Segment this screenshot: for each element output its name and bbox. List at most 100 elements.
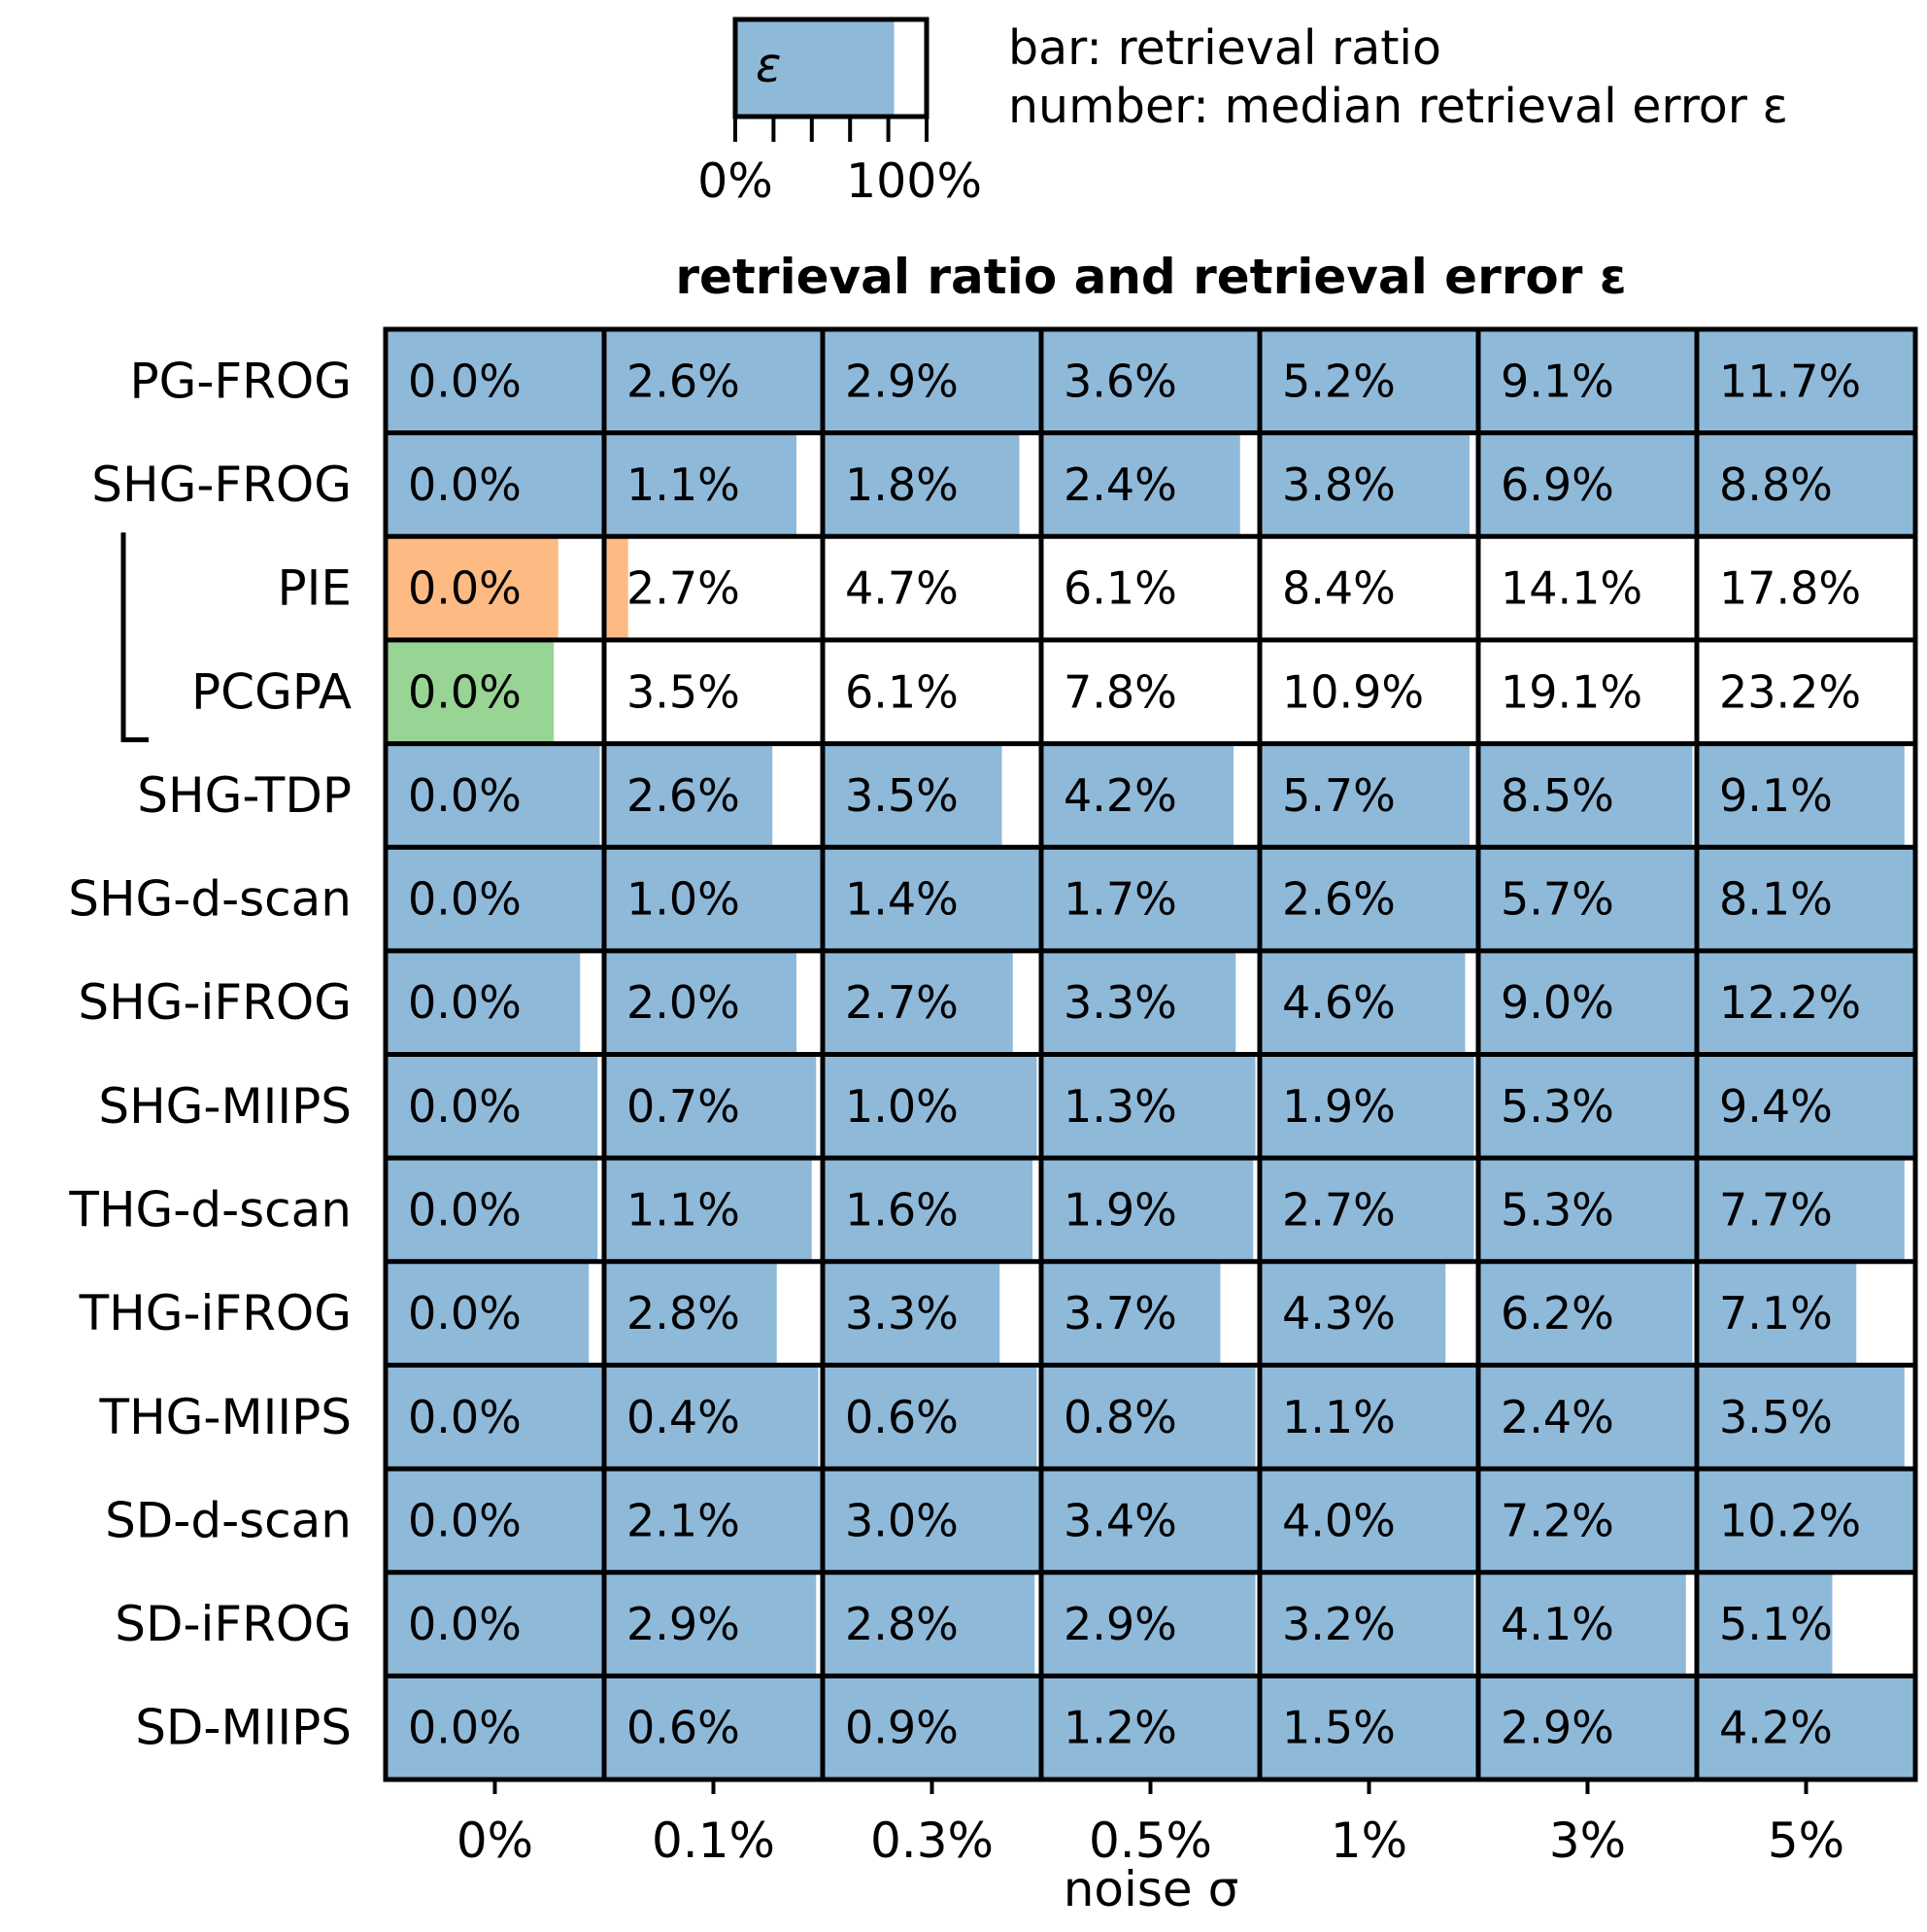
error-value: 5.7% bbox=[1282, 769, 1396, 822]
error-value: 7.2% bbox=[1501, 1494, 1614, 1546]
ratio-bar bbox=[1697, 1676, 1915, 1779]
error-value: 8.5% bbox=[1501, 769, 1614, 822]
error-value: 10.2% bbox=[1719, 1494, 1861, 1546]
ratio-bar bbox=[1478, 1572, 1686, 1677]
ratio-bar bbox=[823, 743, 1002, 848]
ratio-bar bbox=[1260, 329, 1478, 433]
ratio-bar bbox=[604, 536, 628, 640]
error-value: 1.8% bbox=[845, 458, 959, 511]
ratio-bar bbox=[823, 1261, 1000, 1366]
ratio-bar bbox=[1697, 432, 1915, 537]
error-value: 0.7% bbox=[626, 1080, 740, 1133]
ratio-bar bbox=[1478, 329, 1697, 433]
ratio-bar bbox=[386, 743, 600, 848]
ratio-bar bbox=[1697, 1572, 1833, 1677]
error-value: 1.1% bbox=[626, 1183, 740, 1236]
ratio-bar bbox=[823, 1572, 1035, 1677]
ratio-bar bbox=[386, 329, 604, 433]
ratio-bar bbox=[386, 1676, 604, 1779]
error-value: 8.8% bbox=[1719, 458, 1833, 511]
error-value: 3.4% bbox=[1064, 1494, 1177, 1546]
error-value: 2.9% bbox=[626, 1598, 740, 1650]
error-value: 0.0% bbox=[408, 1183, 522, 1236]
ratio-bar bbox=[1260, 1365, 1476, 1470]
error-value: 4.1% bbox=[1501, 1598, 1614, 1650]
error-value: 4.2% bbox=[1719, 1702, 1833, 1754]
error-value: 5.1% bbox=[1719, 1598, 1833, 1650]
error-value: 9.0% bbox=[1501, 976, 1614, 1029]
ratio-bar bbox=[1041, 1469, 1260, 1573]
ratio-bar bbox=[1478, 950, 1697, 1055]
ratio-bar bbox=[1697, 743, 1905, 848]
error-value: 3.5% bbox=[1719, 1391, 1833, 1443]
ratio-bar bbox=[1478, 1365, 1695, 1470]
error-value: 0.0% bbox=[408, 355, 522, 407]
ratio-bar bbox=[1697, 950, 1915, 1055]
error-value: 2.0% bbox=[626, 976, 740, 1029]
legend-bar bbox=[735, 19, 895, 117]
error-value: 7.8% bbox=[1064, 665, 1177, 718]
ratio-bar bbox=[1260, 1572, 1474, 1677]
error-value: 1.9% bbox=[1064, 1183, 1177, 1236]
error-value: 7.1% bbox=[1719, 1287, 1833, 1339]
legend-epsilon-symbol: ε bbox=[756, 38, 782, 93]
ratio-bar bbox=[1041, 743, 1234, 848]
error-value: 6.1% bbox=[845, 665, 959, 718]
ratio-bar bbox=[604, 847, 823, 951]
ratio-bar bbox=[823, 1676, 1039, 1779]
ratio-bar bbox=[823, 1469, 1041, 1573]
ratio-bar bbox=[604, 1572, 817, 1677]
error-value: 2.6% bbox=[626, 355, 740, 407]
ratio-bar bbox=[1478, 1261, 1693, 1366]
ratio-bar bbox=[386, 950, 581, 1055]
error-value: 0.0% bbox=[408, 1080, 522, 1133]
row-label: SHG-TDP bbox=[137, 767, 352, 824]
error-value: 0.8% bbox=[1064, 1391, 1177, 1443]
error-value: 0.0% bbox=[408, 1598, 522, 1650]
error-value: 0.0% bbox=[408, 1494, 522, 1546]
error-value: 0.0% bbox=[408, 1702, 522, 1754]
ratio-bar bbox=[1260, 1261, 1446, 1366]
ratio-bar bbox=[386, 639, 555, 744]
error-value: 2.1% bbox=[626, 1494, 740, 1546]
error-value: 2.6% bbox=[1282, 873, 1396, 926]
x-tick-label: 0.1% bbox=[652, 1813, 775, 1869]
error-value: 4.2% bbox=[1064, 769, 1177, 822]
error-value: 3.8% bbox=[1282, 458, 1396, 511]
ratio-bar bbox=[1697, 1158, 1905, 1262]
ratio-bar bbox=[604, 1054, 817, 1159]
error-value: 14.1% bbox=[1501, 562, 1642, 615]
error-value: 2.7% bbox=[626, 562, 740, 615]
row-label: THG-iFROG bbox=[79, 1285, 352, 1341]
error-value: 0.0% bbox=[408, 976, 522, 1029]
ratio-bar bbox=[1041, 1572, 1256, 1677]
error-value: 5.3% bbox=[1501, 1080, 1614, 1133]
ratio-bar bbox=[1041, 1676, 1260, 1779]
row-label: THG-MIIPS bbox=[99, 1389, 352, 1445]
ratio-bar bbox=[604, 743, 773, 848]
chart-title: retrieval ratio and retrieval error ε bbox=[675, 249, 1626, 305]
error-value: 0.4% bbox=[626, 1391, 740, 1443]
ratio-bar bbox=[1697, 847, 1915, 951]
error-value: 1.2% bbox=[1064, 1702, 1177, 1754]
ratio-bar bbox=[1478, 743, 1693, 848]
ratio-bar bbox=[386, 1158, 598, 1262]
x-axis: 0% 0.1% 0.3% 0.5% 1% 3% 5% bbox=[456, 1779, 1844, 1869]
ratio-bar bbox=[823, 847, 1041, 951]
row-label: SD-MIIPS bbox=[135, 1700, 352, 1756]
ratio-bar bbox=[386, 1365, 602, 1470]
ratio-bar bbox=[1697, 1469, 1915, 1573]
error-value: 4.0% bbox=[1282, 1494, 1396, 1546]
ratio-bar bbox=[1478, 1158, 1695, 1262]
error-value: 3.3% bbox=[845, 1287, 959, 1339]
ratio-bar bbox=[386, 432, 604, 537]
ratio-bar bbox=[1478, 1054, 1697, 1159]
ratio-bar bbox=[1041, 1158, 1254, 1262]
error-value: 1.9% bbox=[1282, 1080, 1396, 1133]
ratio-bar bbox=[823, 329, 1041, 433]
ratio-bar bbox=[1260, 1676, 1478, 1779]
ratio-bar bbox=[604, 1676, 821, 1779]
row-labels: PG-FROG SHG-FROG PIE PCGPA SHG-TDP SHG-d-scan… bbox=[68, 353, 352, 1755]
ratio-bar bbox=[1260, 1158, 1474, 1262]
error-value: 0.0% bbox=[408, 562, 522, 615]
